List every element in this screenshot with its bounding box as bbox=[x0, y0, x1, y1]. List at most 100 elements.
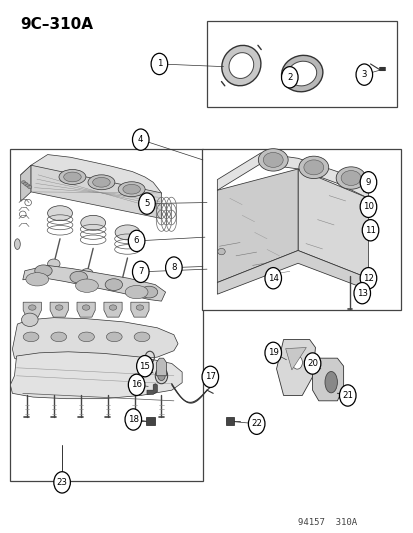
Ellipse shape bbox=[140, 286, 157, 298]
Ellipse shape bbox=[335, 167, 365, 189]
Polygon shape bbox=[217, 169, 297, 282]
Ellipse shape bbox=[324, 372, 337, 393]
Ellipse shape bbox=[75, 279, 98, 292]
Text: 20: 20 bbox=[306, 359, 317, 368]
Ellipse shape bbox=[78, 332, 94, 342]
Bar bbox=[10, 149, 202, 481]
Polygon shape bbox=[225, 417, 233, 425]
Polygon shape bbox=[10, 352, 182, 399]
Polygon shape bbox=[31, 165, 161, 219]
Circle shape bbox=[132, 129, 149, 150]
Ellipse shape bbox=[64, 172, 81, 182]
Circle shape bbox=[128, 374, 145, 395]
Ellipse shape bbox=[118, 182, 145, 197]
Circle shape bbox=[165, 257, 182, 278]
Circle shape bbox=[304, 353, 320, 374]
Ellipse shape bbox=[125, 286, 148, 298]
Ellipse shape bbox=[47, 206, 72, 221]
Ellipse shape bbox=[14, 239, 20, 249]
Text: 94157  310A: 94157 310A bbox=[297, 518, 356, 527]
Text: 17: 17 bbox=[204, 373, 215, 381]
Ellipse shape bbox=[93, 177, 110, 187]
Ellipse shape bbox=[221, 45, 260, 86]
Polygon shape bbox=[146, 417, 155, 425]
Text: 15: 15 bbox=[139, 362, 150, 370]
Polygon shape bbox=[285, 348, 306, 370]
Ellipse shape bbox=[81, 215, 105, 230]
Text: 14: 14 bbox=[267, 274, 278, 282]
Polygon shape bbox=[50, 302, 68, 317]
Ellipse shape bbox=[291, 356, 301, 369]
Ellipse shape bbox=[88, 175, 115, 190]
Ellipse shape bbox=[258, 149, 287, 171]
Circle shape bbox=[359, 196, 376, 217]
Text: 18: 18 bbox=[128, 415, 138, 424]
Circle shape bbox=[281, 67, 297, 88]
Circle shape bbox=[54, 472, 70, 493]
Ellipse shape bbox=[123, 184, 140, 194]
Text: 23: 23 bbox=[57, 478, 67, 487]
Ellipse shape bbox=[21, 181, 26, 184]
Text: 2: 2 bbox=[286, 73, 292, 82]
Text: 7: 7 bbox=[138, 268, 143, 276]
Ellipse shape bbox=[263, 152, 282, 167]
Polygon shape bbox=[104, 302, 122, 317]
Polygon shape bbox=[276, 340, 315, 395]
Polygon shape bbox=[131, 302, 149, 317]
Ellipse shape bbox=[281, 55, 322, 92]
Ellipse shape bbox=[106, 332, 122, 342]
Ellipse shape bbox=[340, 171, 360, 185]
Ellipse shape bbox=[26, 273, 49, 286]
Polygon shape bbox=[312, 358, 343, 401]
Ellipse shape bbox=[28, 305, 36, 310]
Ellipse shape bbox=[157, 371, 165, 381]
Text: 19: 19 bbox=[267, 349, 278, 357]
Ellipse shape bbox=[217, 248, 225, 255]
Ellipse shape bbox=[55, 305, 63, 310]
Ellipse shape bbox=[47, 259, 60, 269]
Polygon shape bbox=[21, 165, 31, 201]
Ellipse shape bbox=[51, 332, 66, 342]
Text: 16: 16 bbox=[131, 381, 142, 389]
Ellipse shape bbox=[155, 368, 167, 384]
Text: 9: 9 bbox=[365, 178, 370, 187]
Bar bbox=[206, 21, 396, 107]
Circle shape bbox=[339, 385, 355, 406]
Circle shape bbox=[128, 230, 145, 252]
Circle shape bbox=[361, 220, 378, 241]
Circle shape bbox=[132, 261, 149, 282]
Polygon shape bbox=[23, 265, 165, 301]
Text: 3: 3 bbox=[361, 70, 366, 79]
Ellipse shape bbox=[21, 313, 38, 326]
Circle shape bbox=[151, 53, 167, 75]
Ellipse shape bbox=[105, 279, 122, 290]
Polygon shape bbox=[147, 384, 157, 394]
Text: 4: 4 bbox=[138, 135, 143, 144]
Ellipse shape bbox=[109, 305, 116, 310]
Polygon shape bbox=[217, 153, 368, 198]
Ellipse shape bbox=[24, 182, 28, 185]
Polygon shape bbox=[217, 251, 368, 294]
Polygon shape bbox=[21, 155, 161, 203]
Ellipse shape bbox=[70, 271, 87, 283]
Ellipse shape bbox=[298, 156, 328, 179]
Text: 10: 10 bbox=[362, 203, 373, 211]
Text: 9C–310A: 9C–310A bbox=[20, 17, 93, 32]
Text: 13: 13 bbox=[356, 289, 367, 297]
Circle shape bbox=[353, 282, 370, 304]
Polygon shape bbox=[297, 169, 368, 278]
Ellipse shape bbox=[23, 332, 39, 342]
Bar bbox=[202, 149, 400, 310]
Ellipse shape bbox=[28, 185, 32, 189]
Ellipse shape bbox=[134, 332, 150, 342]
Text: 11: 11 bbox=[364, 226, 375, 235]
Text: 8: 8 bbox=[171, 263, 176, 272]
Ellipse shape bbox=[115, 225, 140, 240]
Circle shape bbox=[264, 268, 281, 289]
Text: 1: 1 bbox=[156, 60, 162, 68]
Circle shape bbox=[359, 172, 376, 193]
Ellipse shape bbox=[82, 305, 90, 310]
Text: 5: 5 bbox=[144, 199, 150, 208]
Ellipse shape bbox=[303, 160, 323, 175]
Text: 12: 12 bbox=[362, 274, 373, 282]
